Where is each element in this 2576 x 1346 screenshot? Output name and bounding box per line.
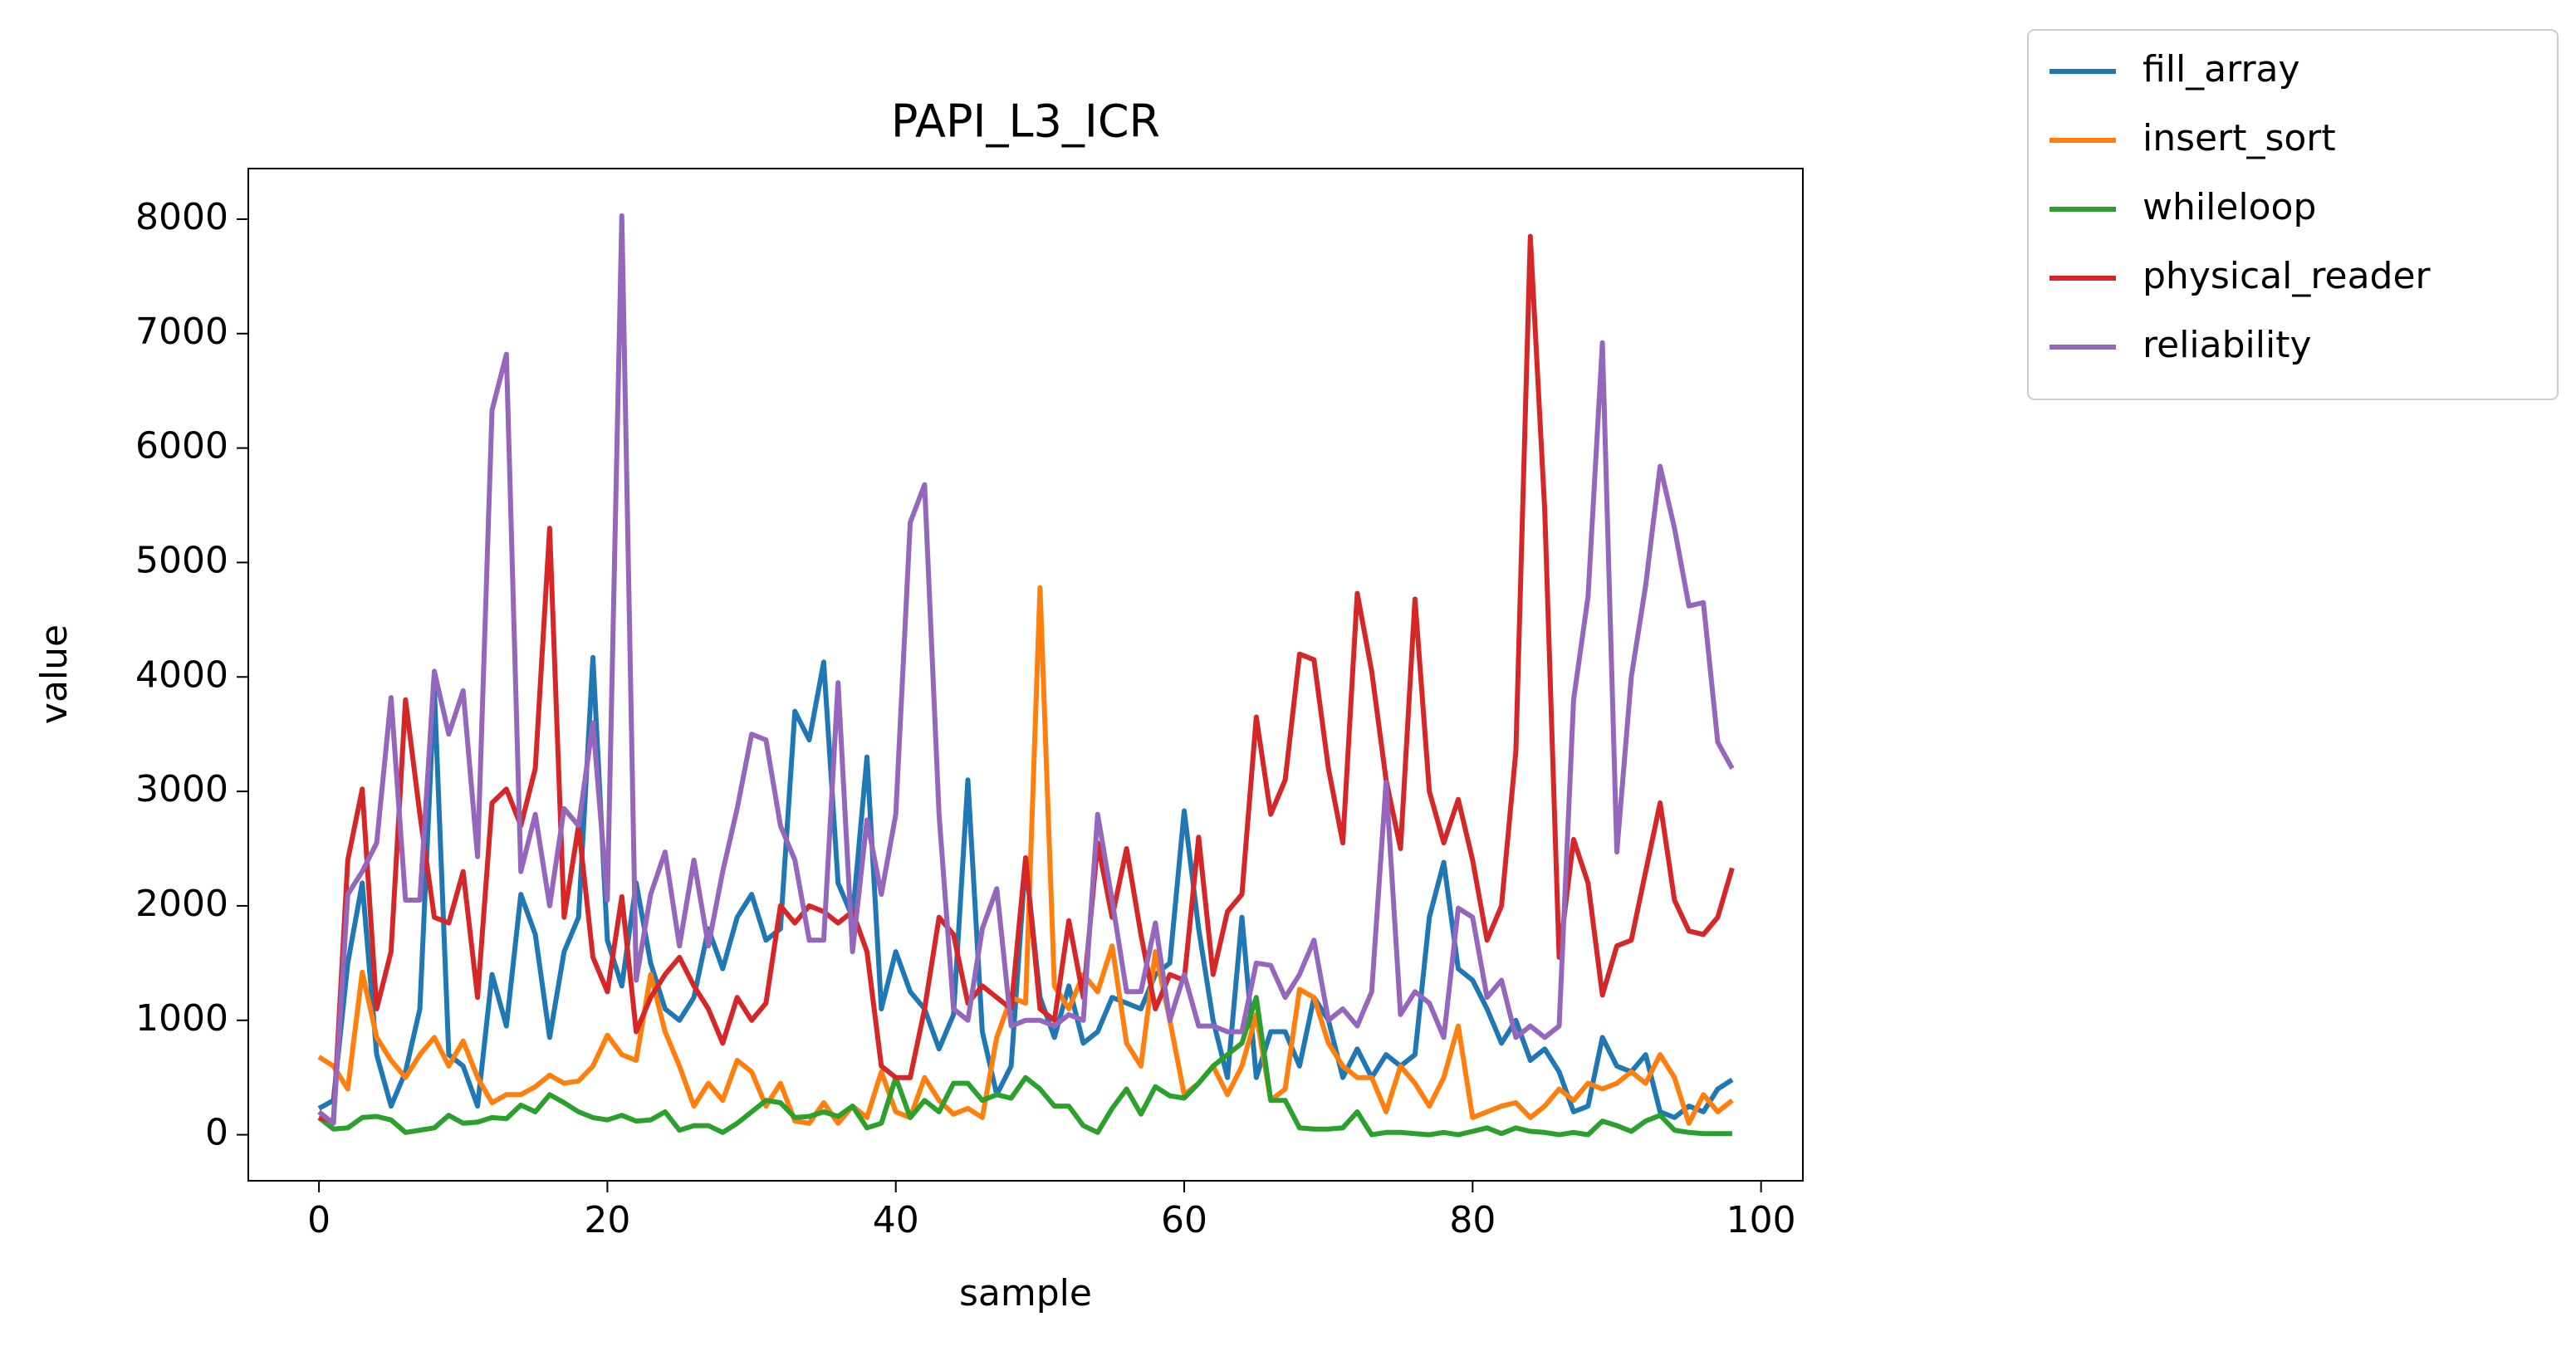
x-tick-label: 40: [873, 1199, 919, 1241]
x-tick-label: 100: [1726, 1199, 1796, 1241]
y-tick-label: 7000: [135, 311, 228, 353]
y-tick-label: 4000: [135, 653, 228, 696]
series-line: [317, 585, 1734, 1126]
y-tick-label: 6000: [135, 425, 228, 467]
series-line: [317, 995, 1732, 1138]
y-tick-label: 0: [205, 1112, 228, 1154]
y-tick-label: 2000: [135, 883, 228, 925]
x-tick-label: 20: [584, 1199, 630, 1241]
x-tick-label: 80: [1449, 1199, 1496, 1241]
series-line: [317, 654, 1734, 1120]
y-tick-label: 5000: [135, 539, 228, 581]
y-tick-label: 8000: [135, 196, 228, 238]
legend-label: fill_array: [2143, 48, 2300, 91]
plot-frame: [247, 168, 1804, 1182]
y-tick-label: 3000: [135, 768, 228, 810]
x-tick-label: 60: [1161, 1199, 1207, 1241]
legend-label: whileloop: [2143, 186, 2316, 228]
legend-label: insert_sort: [2143, 117, 2336, 159]
series-line: [317, 213, 1735, 1126]
y-axis-label: value: [33, 624, 76, 724]
x-axis-label: sample: [959, 1272, 1092, 1314]
chart-title: PAPI_L3_ICR: [891, 95, 1160, 148]
legend-label: physical_reader: [2143, 255, 2432, 297]
legend-label: reliability: [2143, 324, 2312, 366]
y-tick-label: 1000: [135, 997, 228, 1040]
series-line: [318, 233, 1735, 1124]
x-tick-label: 0: [307, 1199, 331, 1241]
legend-box: [2027, 29, 2559, 400]
